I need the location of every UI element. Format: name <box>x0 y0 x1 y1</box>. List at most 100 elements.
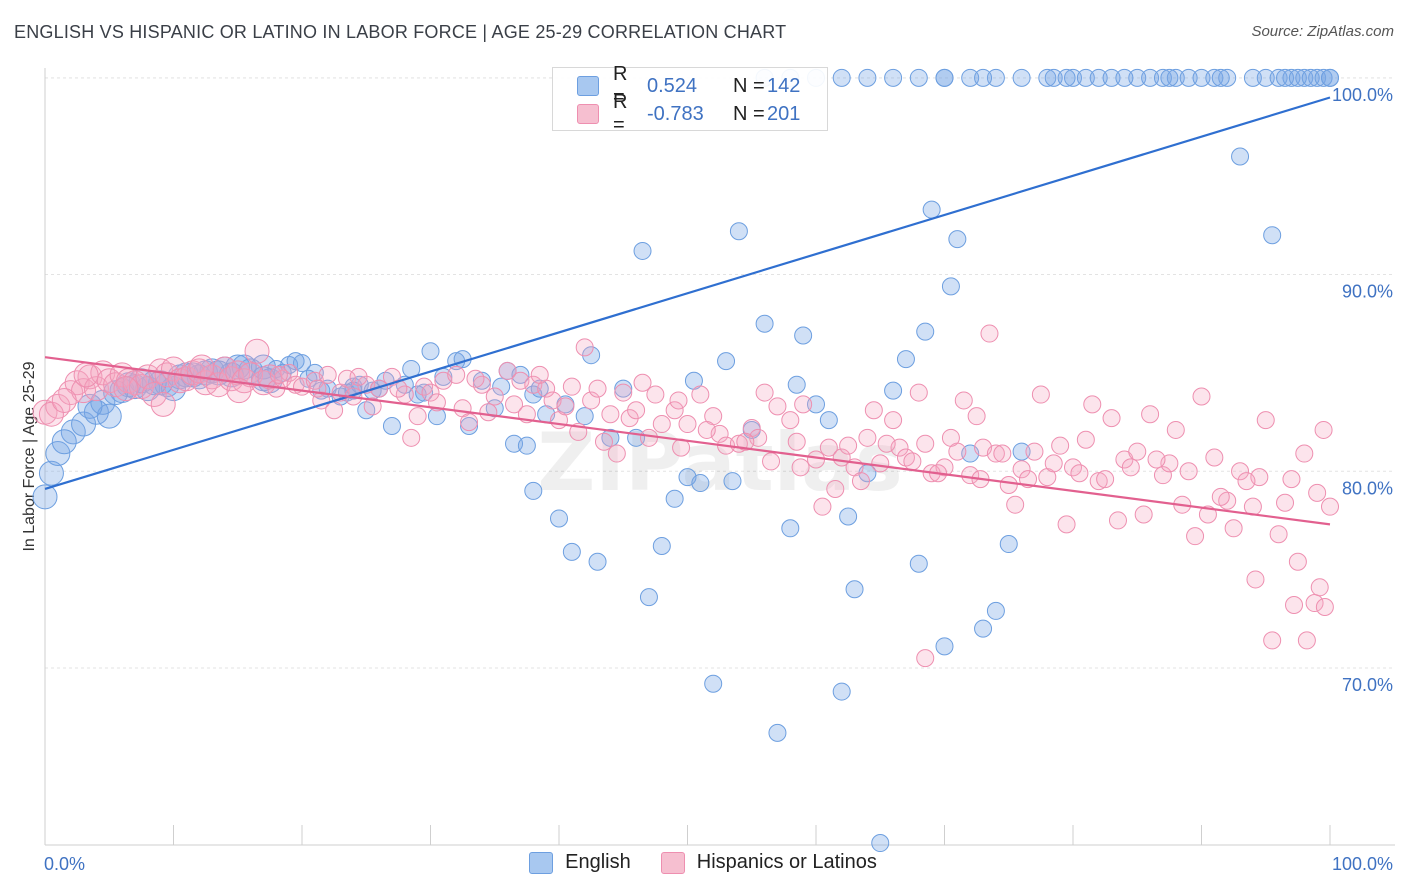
legend-label-hispanic: Hispanics or Latinos <box>696 851 877 873</box>
legend-item-english: English <box>529 851 631 874</box>
hispanic-point <box>669 391 688 410</box>
hispanic-point <box>1044 454 1063 473</box>
english-point <box>1269 68 1288 87</box>
english-point <box>60 419 86 445</box>
hispanic-point <box>691 385 710 404</box>
english-point <box>1064 68 1082 87</box>
hispanic-point <box>363 397 382 416</box>
legend-label-english: English <box>565 851 631 873</box>
hispanic-point <box>941 428 960 447</box>
hispanic-point <box>755 383 774 402</box>
hispanic-point <box>1186 527 1205 546</box>
legend-r-label: R = <box>613 63 628 108</box>
hispanic-point <box>308 379 327 398</box>
hispanic-point <box>877 434 896 453</box>
hispanic-point <box>1211 487 1230 506</box>
hispanic-point <box>1295 444 1314 463</box>
hispanic-point <box>607 444 626 463</box>
english-point <box>1153 68 1172 87</box>
english-trend-line <box>44 96 1331 491</box>
hispanic-point <box>575 338 594 357</box>
hispanic-point <box>851 472 870 491</box>
english-point <box>974 68 993 87</box>
hispanic-point <box>916 434 935 453</box>
y-axis-label: In Labor Force | Age 25-29 <box>21 361 38 551</box>
hispanic-point <box>1089 472 1108 491</box>
hispanic-point <box>51 387 77 413</box>
english-point <box>1301 68 1320 87</box>
english-point <box>896 350 915 369</box>
hispanic-point <box>1128 442 1147 461</box>
english-point <box>1076 68 1095 87</box>
english-point <box>832 68 851 87</box>
english-point <box>51 429 77 455</box>
hispanic-point <box>402 428 421 447</box>
hispanic-point <box>150 391 176 417</box>
english-point <box>1044 68 1063 87</box>
english-point <box>524 481 543 500</box>
hispanic-point <box>768 397 787 416</box>
hispanic-point <box>1285 596 1304 615</box>
english-point <box>839 507 858 526</box>
english-point <box>935 637 954 656</box>
hispanic-point <box>652 415 671 434</box>
english-point <box>614 379 633 398</box>
english-point <box>1166 68 1185 87</box>
hispanic-point <box>646 385 665 404</box>
source-credit: Source: ZipAtlas.com <box>1251 23 1394 40</box>
english-point <box>1115 68 1134 87</box>
english-point <box>781 519 800 538</box>
hispanic-point <box>1102 409 1121 428</box>
hispanic-trend-line <box>44 356 1331 526</box>
english-point <box>1288 68 1307 87</box>
y-tick-label: 80.0% <box>1342 478 1393 498</box>
english-point <box>729 222 748 241</box>
hispanic-point <box>1051 436 1070 455</box>
hispanic-point <box>38 401 64 427</box>
hispanic-point <box>916 649 935 668</box>
hispanic-point <box>1192 387 1211 406</box>
english-point <box>293 354 311 373</box>
hispanic-point <box>826 479 845 498</box>
y-tick-label: 90.0% <box>1342 282 1393 302</box>
english-point <box>382 417 401 436</box>
english-point <box>1243 68 1262 87</box>
english-point <box>38 460 64 486</box>
hispanic-point <box>884 411 903 430</box>
english-point <box>832 682 851 701</box>
hispanic-point <box>582 391 601 410</box>
legend-row-hispanic: R = -0.783 N = 201 <box>577 91 800 136</box>
english-point <box>1231 147 1250 166</box>
hispanic-point <box>1179 462 1198 481</box>
hispanic-point <box>498 361 517 380</box>
english-point <box>665 489 684 508</box>
english-point <box>755 314 774 333</box>
english-point <box>986 68 1005 87</box>
english-point <box>460 417 479 436</box>
hispanic-point <box>961 466 980 485</box>
hispanic-point <box>318 365 337 384</box>
hispanic-point <box>1282 470 1301 489</box>
hispanic-point <box>1246 570 1265 589</box>
english-point <box>517 436 536 455</box>
hispanic-point <box>226 378 252 404</box>
english-point <box>1256 68 1275 87</box>
english-swatch <box>577 76 599 96</box>
hispanic-point <box>1012 460 1031 479</box>
hispanic-point <box>697 420 716 439</box>
hispanic-point <box>1025 442 1044 461</box>
english-point <box>916 322 935 341</box>
legend-row-english: R = 0.524 N = 142 <box>577 63 800 108</box>
english-point <box>1128 68 1147 87</box>
hispanic-point <box>485 387 504 406</box>
english-point <box>492 377 511 396</box>
hispanic-point <box>1198 505 1217 524</box>
english-point <box>1012 68 1031 87</box>
hispanic-point <box>1076 430 1095 449</box>
hispanic-swatch <box>577 104 599 124</box>
hispanic-point <box>993 444 1012 463</box>
hispanic-point <box>1019 470 1038 489</box>
english-point <box>1192 68 1211 87</box>
hispanic-point <box>96 368 122 394</box>
hispanic-point <box>325 401 344 420</box>
